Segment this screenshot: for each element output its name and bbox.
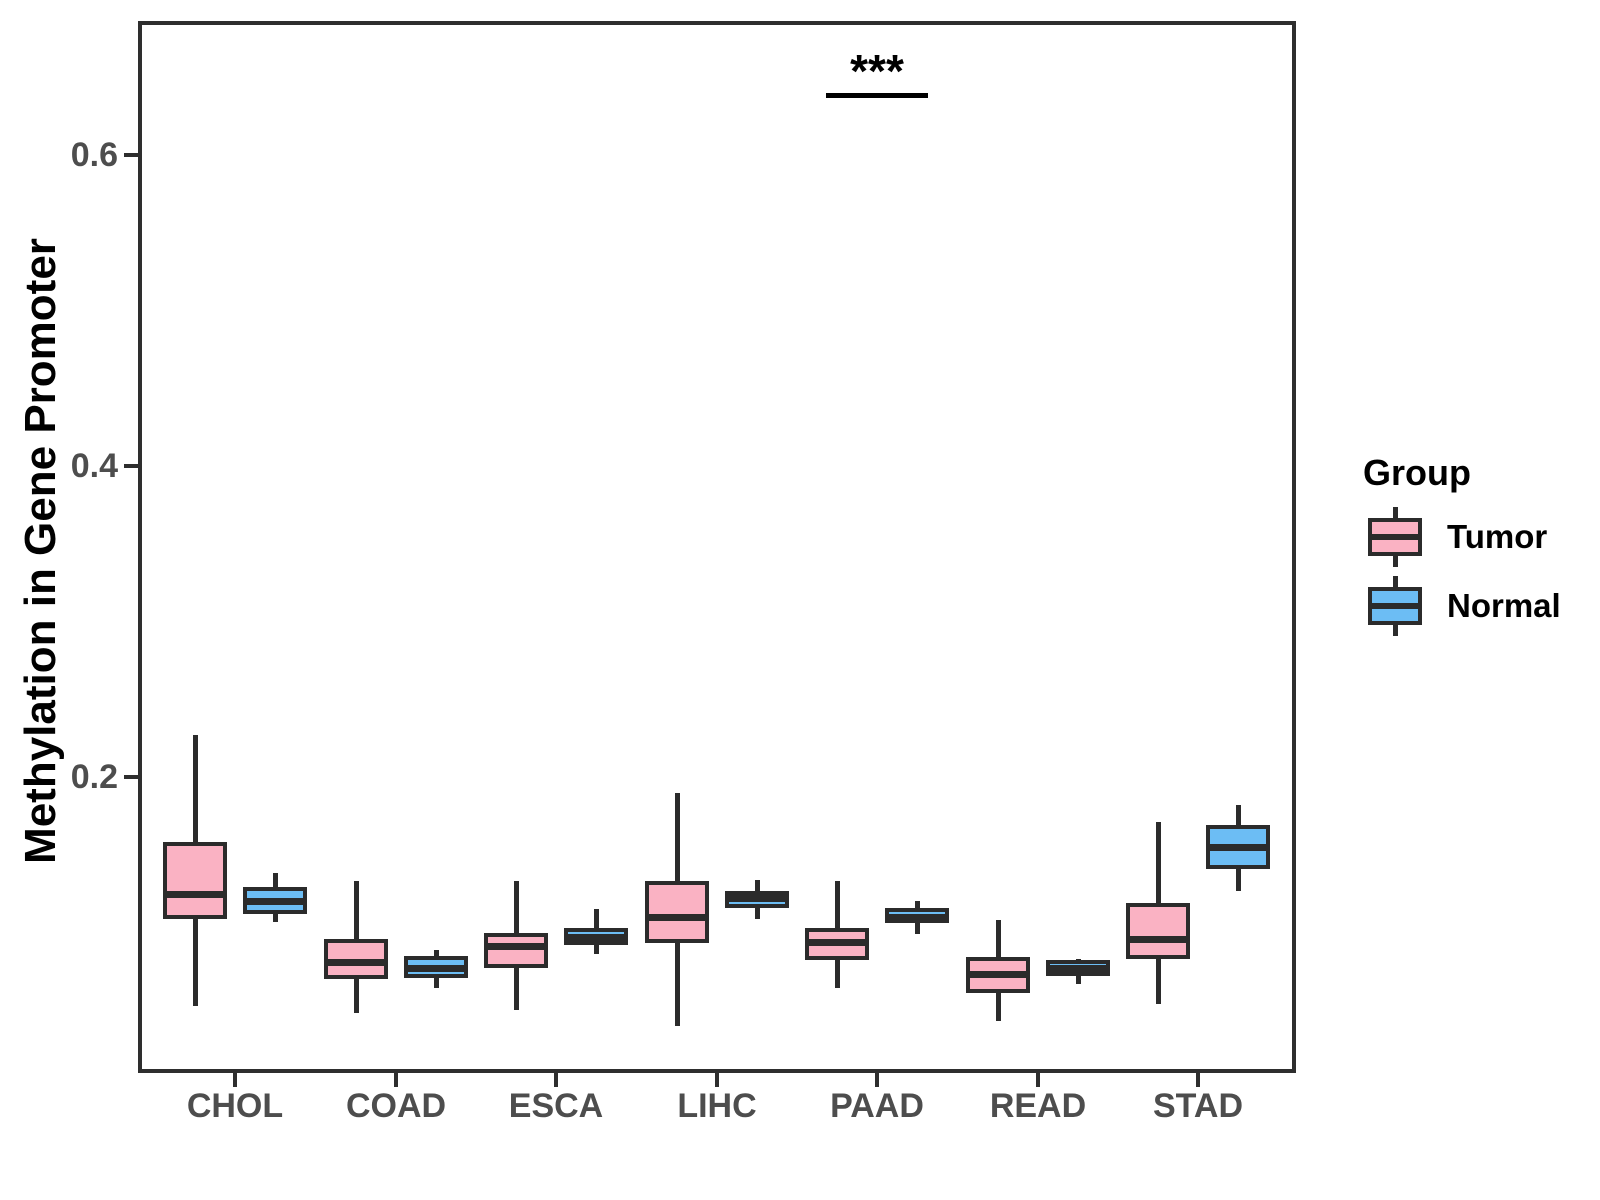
box-chol-tumor [163,842,227,919]
significance-bracket-line [826,93,928,98]
x-tick-mark [1036,1073,1040,1087]
median-stad-tumor [1126,936,1190,943]
x-category-label-read: READ [989,1087,1087,1125]
median-lihc-tumor [645,914,709,921]
median-chol-normal [243,898,307,905]
legend-label-tumor: Tumor [1447,518,1548,555]
y-tick-mark [124,775,138,779]
x-tick-mark [554,1073,558,1087]
median-read-tumor [966,971,1030,978]
box-lihc-tumor [645,881,709,943]
x-tick-mark [875,1073,879,1087]
median-esca-tumor [484,943,548,950]
median-coad-normal [404,965,468,972]
x-category-label-esca: ESCA [508,1087,604,1125]
y-tick-mark [124,153,138,157]
x-tick-mark [715,1073,719,1087]
median-esca-normal [564,934,628,941]
median-paad-tumor [805,939,869,946]
y-tick-label: 0.2 [70,758,118,796]
y-tick-mark [124,464,138,468]
x-tick-mark [233,1073,237,1087]
significance-stars: *** [850,45,904,97]
box-esca-tumor [484,933,548,968]
x-category-label-chol: CHOL [186,1087,284,1125]
median-coad-tumor [324,959,388,966]
legend-title: Group [1363,452,1471,493]
y-tick-label: 0.4 [70,447,118,485]
x-category-label-stad: STAD [1152,1087,1244,1125]
median-stad-normal [1206,844,1270,851]
x-category-label-paad: PAAD [830,1087,924,1125]
x-category-label-coad: COAD [345,1087,447,1125]
legend-key-median-tumor [1368,534,1422,540]
median-read-normal [1046,965,1110,972]
legend-key-median-normal [1368,603,1422,609]
median-lihc-normal [725,895,789,902]
median-chol-tumor [163,891,227,898]
x-tick-mark [394,1073,398,1087]
legend-label-normal: Normal [1447,587,1561,624]
x-category-label-lihc: LIHC [677,1087,757,1125]
y-tick-label: 0.6 [70,136,118,174]
median-paad-normal [885,914,949,921]
plot-panel [138,21,1296,1073]
box-stad-tumor [1126,903,1190,959]
x-tick-mark [1196,1073,1200,1087]
